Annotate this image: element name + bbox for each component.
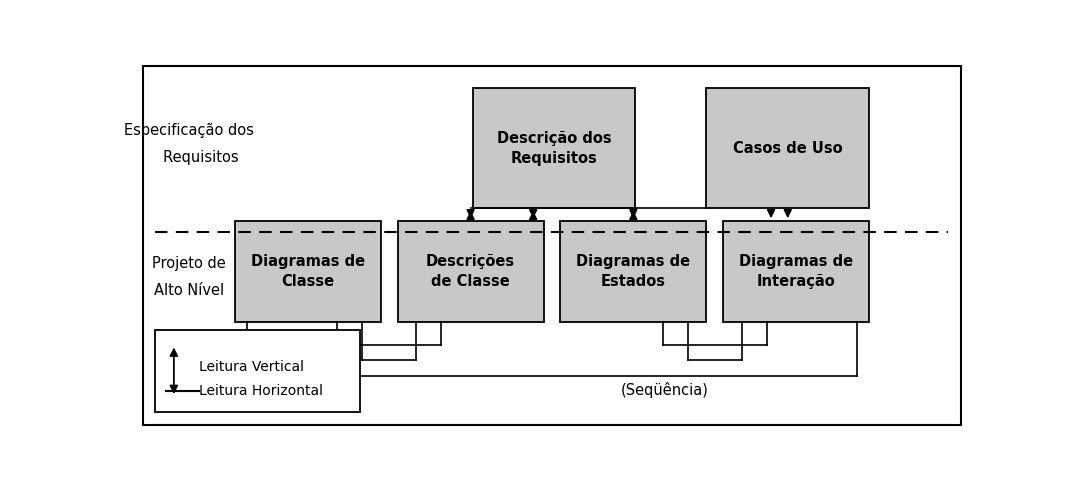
FancyBboxPatch shape bbox=[560, 221, 707, 322]
FancyBboxPatch shape bbox=[723, 221, 869, 322]
FancyBboxPatch shape bbox=[235, 221, 381, 322]
Text: Diagramas de
Estados: Diagramas de Estados bbox=[576, 254, 690, 289]
Text: Diagramas de
Classe: Diagramas de Classe bbox=[251, 254, 365, 289]
Text: Descrição dos
Requisitos: Descrição dos Requisitos bbox=[496, 131, 612, 166]
Text: Leitura Horizontal: Leitura Horizontal bbox=[199, 384, 323, 399]
FancyBboxPatch shape bbox=[473, 88, 635, 208]
Text: Descrições
de Classe: Descrições de Classe bbox=[426, 254, 515, 289]
FancyBboxPatch shape bbox=[143, 66, 961, 425]
Text: Diagramas de
Interação: Diagramas de Interação bbox=[739, 254, 853, 289]
Text: (Seqüência): (Seqüência) bbox=[620, 382, 709, 398]
Text: Leitura Vertical: Leitura Vertical bbox=[199, 360, 304, 374]
FancyBboxPatch shape bbox=[397, 221, 544, 322]
Text: Projeto de
Alto Nível: Projeto de Alto Nível bbox=[152, 256, 226, 298]
FancyBboxPatch shape bbox=[155, 330, 360, 412]
FancyBboxPatch shape bbox=[707, 88, 869, 208]
Text: Casos de Uso: Casos de Uso bbox=[733, 140, 842, 156]
Text: Especificação dos
     Requisitos: Especificação dos Requisitos bbox=[124, 123, 254, 165]
